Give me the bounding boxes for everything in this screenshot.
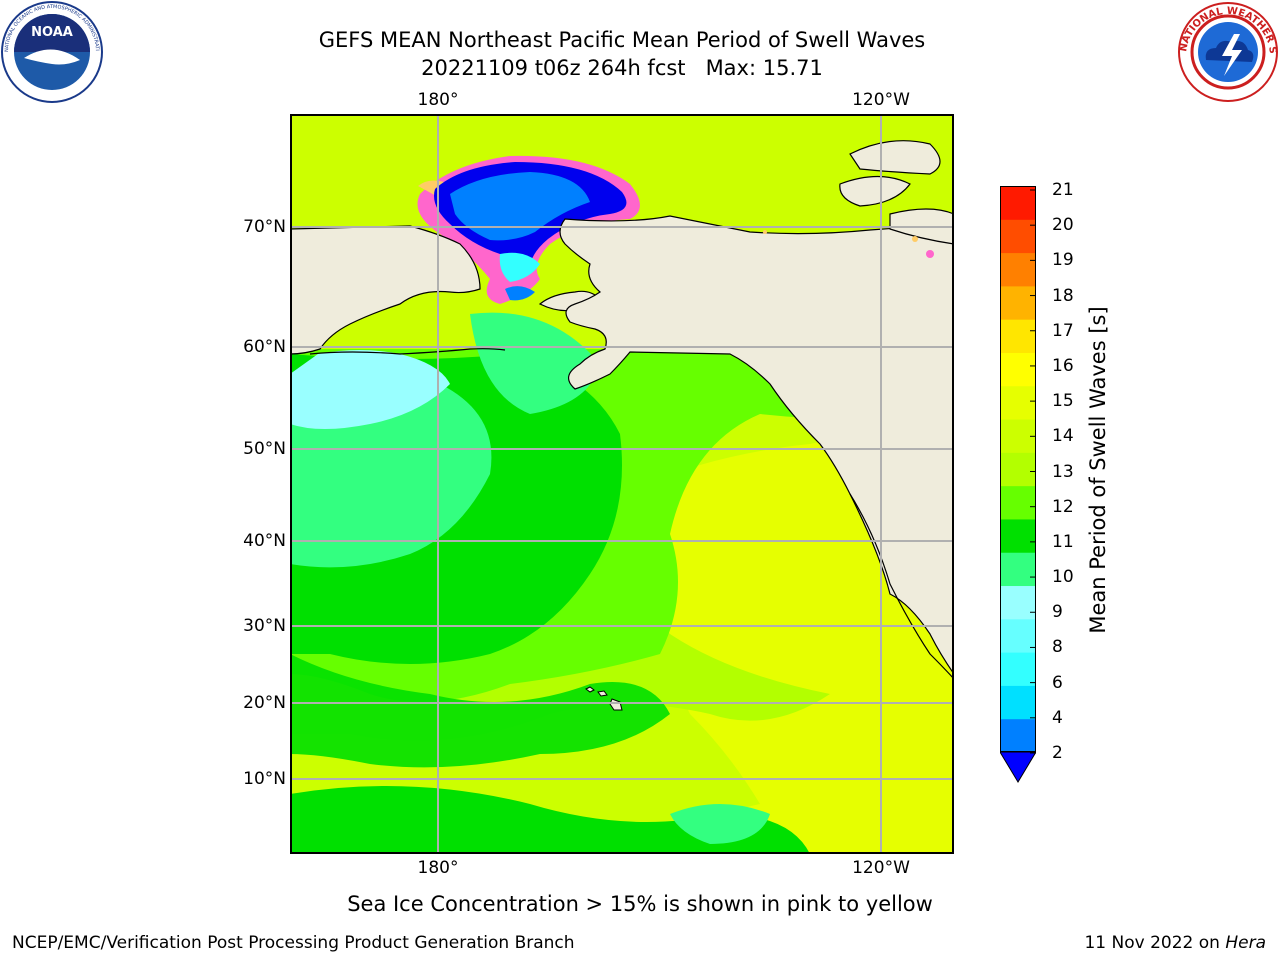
colorbar-tick-label: 11 [1052,531,1074,552]
colorbar-segment [1000,219,1036,254]
colorbar-tick-label: 20 [1052,215,1074,236]
colorbar-tick-label: 16 [1052,355,1074,376]
swell-region-10s-south [290,654,670,768]
colorbar-segment [1000,518,1036,553]
swell-region-9s-bering [470,312,600,414]
colorbar-tick-label: 10 [1052,567,1074,588]
lat-label-40n: 40°N [243,531,286,551]
noaa-logo: NOAA NATIONAL OCEANIC AND ATMOSPHERIC AD… [0,0,103,103]
swell-region-6s-strait [499,252,540,282]
swell-region-9s-tropics [670,804,770,844]
colorbar-segment [1000,585,1036,620]
footer-date-text: 11 Nov 2022 on [1084,933,1226,953]
aleutian-islands [309,348,506,355]
colorbar-tick-label: 19 [1052,250,1074,271]
colorbar-tick-label: 8 [1052,637,1063,658]
sea-ice-patch-2 [912,236,918,242]
land-arctic-island-1 [849,140,941,175]
sea-ice-patch-3 [763,230,767,234]
colorbar-segment [1000,252,1036,287]
swell-region-2s [450,172,590,241]
colorbar-tick-label: 6 [1052,672,1063,693]
map-gridlines [290,114,954,854]
colorbar-tick-label: 15 [1052,391,1074,412]
colorbar-tick-label: 13 [1052,461,1074,482]
colorbar-tick-label: 4 [1052,707,1063,728]
colorbar [1000,186,1036,783]
lon-label-bottom-120w: 120°W [852,858,910,878]
colorbar-segment [1000,452,1036,487]
chart-title: GEFS MEAN Northeast Pacific Mean Period … [222,26,1022,82]
colorbar-segment [1000,552,1036,587]
land-alaska-canada [559,215,954,676]
colorbar-tick-label: 21 [1052,180,1074,200]
map-canvas [290,114,954,854]
footer-branch: NCEP/EMC/Verification Post Processing Pr… [12,933,575,953]
colorbar-border [1000,186,1036,752]
land-hawaii [585,686,623,711]
sea-ice-caption: Sea Ice Concentration > 15% is shown in … [347,892,933,916]
swell-region-8s [290,350,450,429]
colorbar-tick-label: 17 [1052,320,1074,341]
colorbar-segment [1000,385,1036,420]
colorbar-extend-arrow [1000,751,1036,783]
colorbar-segment [1000,285,1036,320]
lon-label-bottom-180: 180° [417,858,459,878]
colorbar-label: Mean Period of Swell Waves [s] [1086,306,1110,634]
colorbar-segment [1000,685,1036,720]
noaa-logo-text: NOAA [31,25,73,40]
lat-label-10n: 10°N [243,769,286,789]
lat-label-60n: 60°N [243,337,286,357]
land-arctic-island-2 [839,175,911,207]
sea-ice-patch-1 [926,250,934,258]
colorbar-segment [1000,319,1036,353]
colorbar-segment [1000,652,1036,686]
land-siberia [290,225,481,355]
lon-label-top-180: 180° [417,90,459,110]
swell-region-10s-tropics [290,786,810,854]
lon-label-top-120w: 120°W [852,90,910,110]
colorbar-tick-label: 14 [1052,426,1074,447]
lat-label-30n: 30°N [243,616,286,636]
colorbar-tick-label: 2 [1052,743,1063,763]
map-panel[interactable] [290,114,954,854]
footer-date: 11 Nov 2022 on Hera [1084,932,1266,954]
colorbar-tick-label: 12 [1052,496,1074,517]
lat-label-20n: 20°N [243,693,286,713]
colorbar-segment [1000,485,1036,520]
lat-label-50n: 50°N [243,439,286,459]
title-line-2: 20221109 t06z 264h fcst Max: 15.71 [421,56,823,80]
title-line-1: GEFS MEAN Northeast Pacific Mean Period … [318,28,926,52]
colorbar-tick-label: 9 [1052,602,1063,623]
colorbar-segment [1000,718,1036,753]
lat-label-70n: 70°N [243,217,286,237]
swell-region-strait-blue [505,286,535,301]
coastline-north-america [849,493,954,854]
colorbar-segment [1000,186,1036,220]
map-border [290,114,954,854]
national-weather-service-logo: NATIONAL WEATHER SERVICE [1176,0,1278,102]
colorbar-tick-label: 18 [1052,285,1074,306]
footer-host: Hera [1225,933,1266,953]
colorbar-segment [1000,352,1036,387]
